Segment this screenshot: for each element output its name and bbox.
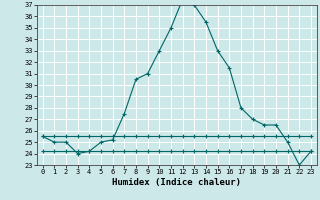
X-axis label: Humidex (Indice chaleur): Humidex (Indice chaleur) <box>112 178 241 187</box>
